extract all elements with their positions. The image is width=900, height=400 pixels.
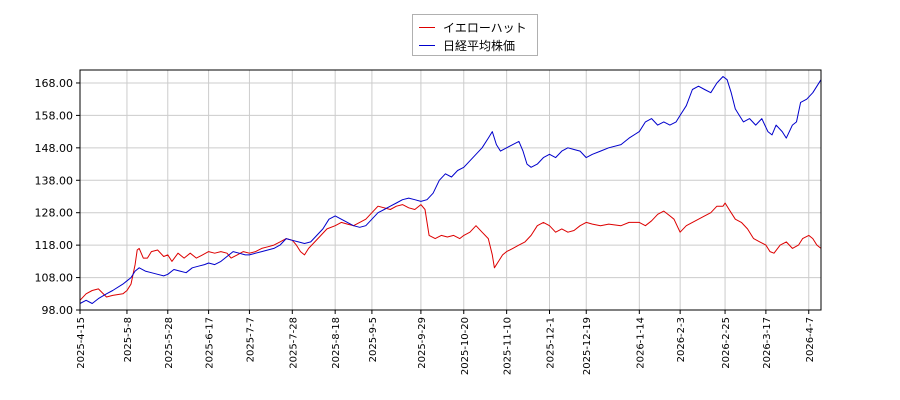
y-tick-label: 118.00 [35, 239, 74, 252]
x-tick-label: 2025-9-29 [417, 317, 428, 369]
series-line-yellowhat [79, 202, 822, 301]
plot-frame [79, 69, 822, 311]
x-tick-label: 2025-5-28 [164, 317, 175, 369]
series-group [79, 76, 822, 304]
y-tick-label: 98.00 [42, 304, 74, 317]
x-tick-label: 2025-12-1 [546, 317, 557, 369]
x-tick-label: 2025-7-28 [288, 317, 299, 369]
legend: イエローハット 日経平均株価 [412, 14, 538, 56]
legend-swatch-red [419, 26, 435, 28]
x-tick-label: 2025-8-18 [331, 317, 342, 369]
legend-label: イエローハット [443, 20, 527, 35]
x-axis: 2025-4-15 2025-5-8 2025-5-28 2025-6-17 2025-… [76, 310, 816, 375]
legend-item-nikkei: 日経平均株価 [419, 37, 515, 53]
x-tick-label: 2025-11-10 [503, 317, 514, 375]
y-tick-label: 108.00 [35, 272, 74, 285]
y-tick-label: 158.00 [35, 109, 74, 122]
x-tick-label: 2025-10-20 [460, 317, 471, 375]
x-tick-label: 2025-9-5 [368, 317, 379, 362]
x-tick-label: 2026-2-25 [721, 317, 732, 369]
x-tick-label: 2025-7-7 [245, 317, 256, 362]
series-line-nikkei [79, 76, 822, 304]
x-tick-label: 2025-6-17 [205, 317, 216, 369]
y-axis: 98.00 108.00 118.00 128.00 138.00 148.00 158.0… [35, 77, 80, 317]
grid [79, 70, 821, 311]
x-tick-label: 2026-3-17 [762, 317, 773, 369]
x-tick-label: 2026-4-7 [805, 317, 816, 362]
x-tick-label: 2025-5-8 [123, 317, 134, 362]
x-tick-label: 2025-12-19 [582, 317, 593, 375]
legend-item-yellowhat: イエローハット [419, 19, 527, 35]
y-tick-label: 138.00 [35, 174, 74, 187]
x-tick-label: 2026-1-14 [635, 317, 646, 369]
x-tick-label: 2025-4-15 [76, 317, 87, 369]
legend-label: 日経平均株価 [443, 38, 516, 53]
x-tick-label: 2026-2-3 [676, 317, 687, 362]
y-tick-label: 148.00 [35, 142, 74, 155]
y-tick-label: 168.00 [35, 77, 74, 90]
plot-area [80, 70, 821, 310]
legend-swatch-blue [419, 44, 435, 46]
y-tick-label: 128.00 [35, 207, 74, 220]
